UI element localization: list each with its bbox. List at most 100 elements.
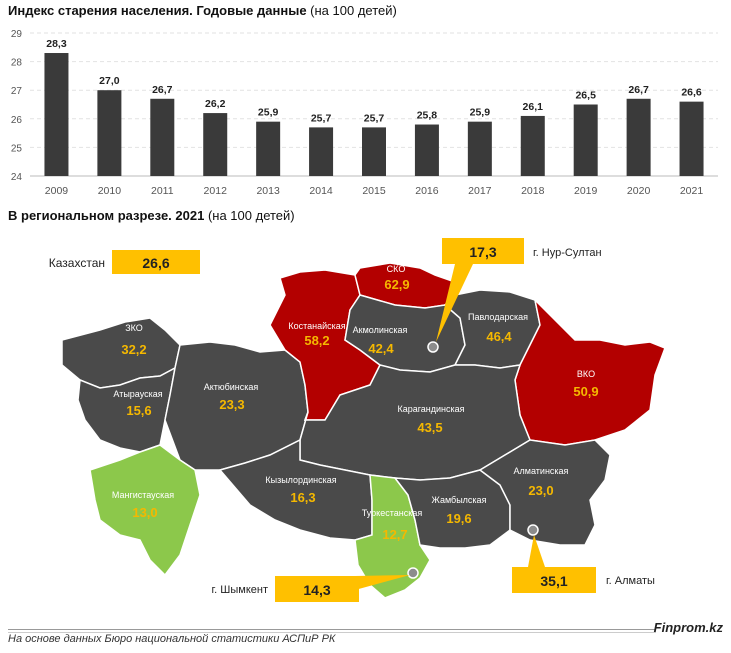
bar-2018	[520, 115, 545, 176]
x-tick-label: 2018	[521, 185, 545, 197]
map-title: В региональном разрезе. 2021 (на 100 дет…	[8, 208, 295, 223]
map-title-normal: (на 100 детей)	[207, 208, 295, 223]
x-tick-label: 2017	[468, 185, 492, 197]
vko-name: ВКО	[577, 369, 595, 379]
bar-2014	[309, 127, 334, 176]
bar-value-label: 25,7	[311, 112, 332, 124]
bar-2011	[150, 98, 175, 176]
x-tick-label: 2016	[415, 185, 439, 197]
chart-title-normal: (на 100 детей)	[310, 3, 397, 18]
karaganda-name: Карагандинская	[397, 404, 464, 414]
shymkent-box	[275, 576, 359, 602]
sko-name: СКО	[387, 264, 406, 274]
bar-2019	[573, 104, 598, 176]
bar-value-label: 25,9	[258, 107, 279, 119]
vko-value: 50,9	[573, 384, 598, 399]
bar-2020	[626, 98, 651, 176]
x-tick-label: 2021	[680, 185, 704, 197]
bar-2012	[203, 113, 228, 176]
map-regions	[61, 262, 666, 599]
chart-title: Индекс старения населения. Годовые данны…	[8, 3, 397, 18]
shymkent-value: 14,3	[303, 582, 330, 598]
shymkent-marker	[407, 567, 419, 579]
x-tick-label: 2009	[45, 185, 69, 197]
x-tick-label: 2014	[309, 185, 333, 197]
bar-2009	[44, 53, 69, 176]
almaty-name: г. Алматы	[606, 575, 655, 587]
zhambyl-value: 19,6	[446, 511, 471, 526]
bar-value-label: 26,5	[575, 90, 596, 102]
atyrau-name: Атырауская	[113, 389, 162, 399]
turkestan-value: 12,7	[382, 527, 407, 542]
x-tick-label: 2012	[204, 185, 228, 197]
bar-2015	[362, 127, 386, 176]
aktobe-name: Актюбинская	[204, 382, 259, 392]
almaty-pointer	[528, 535, 545, 567]
kostanay-name: Костанайская	[288, 321, 345, 331]
region-map: Казахстан 26,6 17,3 г. Нур-Султан 14,3 г…	[49, 238, 666, 602]
bar-value-label: 28,3	[46, 38, 67, 50]
zhambyl-name: Жамбылская	[432, 495, 487, 505]
bar-chart: 24 25 26 27 28 29 28,3 2009 27,0 2010 26,7 2011 26,2…	[11, 29, 718, 197]
region-zhambyl	[393, 469, 511, 549]
bar-value-label: 25,7	[364, 112, 385, 124]
brand-logo: Finprom.kz	[653, 620, 723, 635]
footer-divider	[8, 629, 656, 630]
kyzylorda-value: 16,3	[290, 490, 315, 505]
bar-value-label: 26,6	[681, 87, 702, 99]
source-note: На основе данных Бюро национальной стати…	[8, 633, 336, 645]
nur-sultan-name: г. Нур-Султан	[533, 247, 602, 259]
x-tick-label: 2013	[256, 185, 280, 197]
x-tick-label: 2011	[151, 185, 174, 197]
nur-sultan-pointer	[436, 264, 473, 342]
bar-2021	[679, 101, 704, 176]
almaty-marker	[527, 524, 539, 536]
turkestan-name: Туркестанская	[362, 508, 423, 518]
x-tick-label: 2020	[627, 185, 651, 197]
bar-2013	[256, 121, 281, 176]
akmola-value: 42,4	[368, 341, 394, 356]
footer-divider-2	[8, 632, 656, 633]
karaganda-value: 43,5	[417, 420, 442, 435]
x-tick-label: 2015	[362, 185, 386, 197]
map-title-bold: В региональном разрезе. 2021	[8, 208, 205, 223]
bar-value-label: 26,7	[628, 84, 649, 96]
zko-value: 32,2	[121, 342, 146, 357]
kazakhstan-box	[112, 250, 200, 274]
region-mangystau	[89, 444, 201, 577]
kazakhstan-value: 26,6	[142, 255, 169, 271]
y-tick-label: 28	[11, 58, 23, 69]
atyrau-value: 15,6	[126, 403, 151, 418]
akmola-name: Акмолинская	[353, 325, 408, 335]
y-tick-label: 27	[11, 86, 23, 97]
almaty-box	[512, 567, 596, 593]
pavlodar-name: Павлодарская	[468, 312, 528, 322]
kostanay-value: 58,2	[304, 333, 329, 348]
almaty-region-name: Алматинская	[514, 466, 569, 476]
y-tick-label: 25	[11, 143, 23, 154]
bar-value-label: 26,7	[152, 84, 173, 96]
y-tick-label: 29	[11, 29, 23, 40]
mangystau-value: 13,0	[132, 505, 157, 520]
bar-2016	[414, 124, 439, 176]
shymkent-pointer	[355, 575, 410, 590]
mangystau-name: Мангистауская	[112, 490, 174, 500]
x-tick-label: 2019	[574, 185, 598, 197]
bar-value-label: 26,1	[523, 101, 544, 113]
kazakhstan-label: Казахстан	[49, 256, 105, 270]
bar-value-label: 25,8	[417, 110, 438, 122]
almaty-value: 35,1	[540, 573, 567, 589]
bar-value-label: 27,0	[99, 75, 120, 87]
aktobe-value: 23,3	[219, 397, 244, 412]
bar-2017	[467, 121, 492, 176]
y-tick-label: 26	[11, 115, 23, 126]
almaty-region-value: 23,0	[528, 483, 553, 498]
bar-value-label: 26,2	[205, 98, 226, 110]
chart-title-bold: Индекс старения населения. Годовые данны…	[8, 3, 307, 18]
bar-value-label: 25,9	[470, 107, 491, 119]
y-tick-label: 24	[11, 172, 23, 183]
x-tick-label: 2010	[98, 185, 122, 197]
region-almaty	[478, 439, 611, 546]
zko-name: ЗКО	[125, 323, 143, 333]
sko-value: 62,9	[384, 277, 409, 292]
